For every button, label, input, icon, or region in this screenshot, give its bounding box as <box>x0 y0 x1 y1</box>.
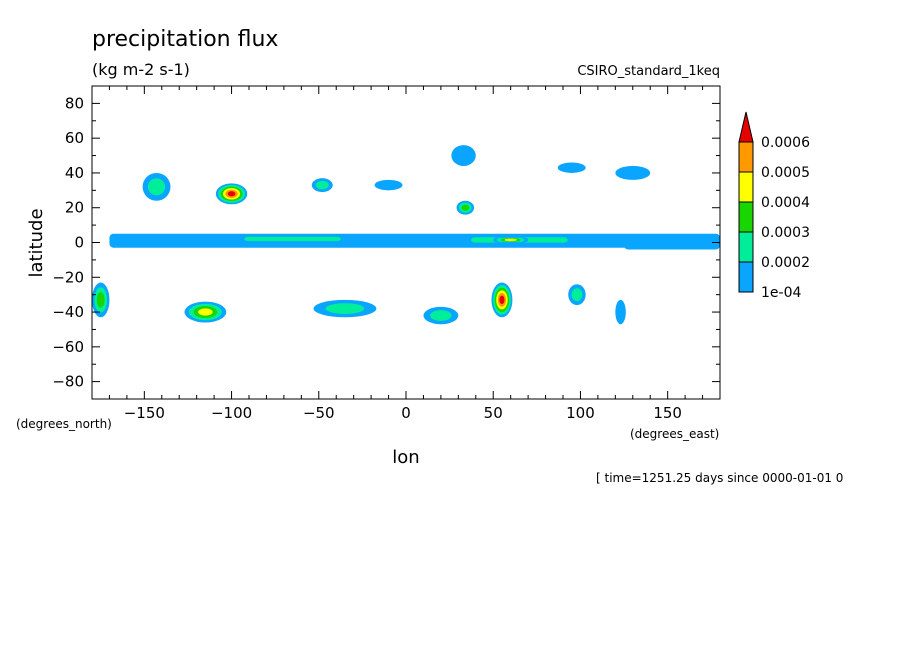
y-tick-label: 40 <box>65 164 84 182</box>
precip-feature <box>615 165 651 180</box>
contour-level-1 <box>557 162 586 173</box>
contour-level-3 <box>96 292 105 308</box>
y-tick-label: −20 <box>52 268 84 286</box>
contour-level-4 <box>504 238 517 242</box>
x-axis-units: (degrees_east) <box>630 427 719 441</box>
colorbar-segment <box>738 171 754 203</box>
x-tick-label: −100 <box>211 404 252 422</box>
chart-title: precipitation flux <box>92 27 278 52</box>
colorbar-label: 1e-04 <box>761 285 801 301</box>
y-tick-label: −80 <box>52 373 84 391</box>
x-tick-label: 50 <box>484 404 503 422</box>
time-footer: [ time=1251.25 days since 0000-01-01 0 <box>596 471 843 485</box>
x-tick-label: −150 <box>124 404 165 422</box>
colorbar-segment <box>738 261 754 293</box>
contour-level-1 <box>615 165 651 180</box>
precip-feature <box>311 178 333 193</box>
colorbar-segment <box>738 201 754 233</box>
precip-feature <box>451 145 476 166</box>
contour-fills <box>92 145 720 325</box>
y-tick-label: 80 <box>65 94 84 112</box>
contour-level-1 <box>615 299 626 325</box>
colorbar-label: 0.0005 <box>761 165 810 181</box>
contour-level-3 <box>461 204 470 211</box>
contour-level-2 <box>244 236 341 242</box>
colorbar-label: 0.0006 <box>761 135 810 151</box>
contour-level-1 <box>451 145 476 166</box>
colorbar-label: 0.0003 <box>761 225 810 241</box>
precip-feature <box>423 306 459 325</box>
x-tick-label: 150 <box>653 404 682 422</box>
y-tick-label: 20 <box>65 199 84 217</box>
precip-feature <box>214 235 372 243</box>
precip-feature <box>615 299 626 325</box>
colorbar-segment <box>738 141 754 173</box>
x-axis-label: lon <box>392 447 419 468</box>
colorbar-segment <box>738 231 754 263</box>
colorbar: 1e-04 0.0002 0.0003 0.0004 0.0005 0.0006 <box>738 111 810 301</box>
colorbar-label: 0.0002 <box>761 255 810 271</box>
contour-level-6 <box>227 191 236 197</box>
x-tick-label: 100 <box>566 404 595 422</box>
precip-feature <box>92 282 110 318</box>
precip-feature <box>456 200 475 215</box>
precip-feature <box>142 172 171 201</box>
contour-level-6 <box>499 295 505 305</box>
dataset-label: CSIRO_standard_1keq <box>577 64 720 79</box>
contour-level-2 <box>430 310 452 321</box>
x-tick-label: −50 <box>303 404 335 422</box>
contour-level-2 <box>147 178 166 196</box>
y-ticks: 80 60 40 20 0 −20 −40 −60 −80 <box>52 85 720 400</box>
precip-feature <box>184 301 227 323</box>
x-ticks: −150 −100 −50 0 50 100 150 <box>108 86 704 422</box>
contour-level-4 <box>198 308 213 316</box>
chart-units: (kg m-2 s-1) <box>92 60 190 79</box>
precip-feature <box>374 179 403 191</box>
contour-level-1 <box>374 179 403 191</box>
contour-level-2 <box>571 288 583 302</box>
y-tick-label: −60 <box>52 338 84 356</box>
colorbar-extend-triangle <box>738 111 754 143</box>
y-tick-label: 60 <box>65 129 84 147</box>
contour-level-2 <box>325 303 365 314</box>
x-tick-label: 0 <box>401 404 411 422</box>
precip-feature <box>557 162 586 173</box>
colorbar-label: 0.0004 <box>761 195 810 211</box>
precip-feature <box>313 299 377 318</box>
contour-level-1 <box>624 239 720 250</box>
y-axis-units: (degrees_north) <box>16 417 112 431</box>
precip-feature <box>493 237 529 243</box>
precip-feature <box>624 239 720 250</box>
y-axis-label: latitude <box>26 208 47 277</box>
precip-feature <box>568 284 586 306</box>
contour-level-2 <box>315 180 329 190</box>
y-tick-label: 0 <box>74 234 84 252</box>
precip-feature <box>215 183 248 205</box>
precip-feature <box>491 282 513 318</box>
y-tick-label: −40 <box>52 303 84 321</box>
